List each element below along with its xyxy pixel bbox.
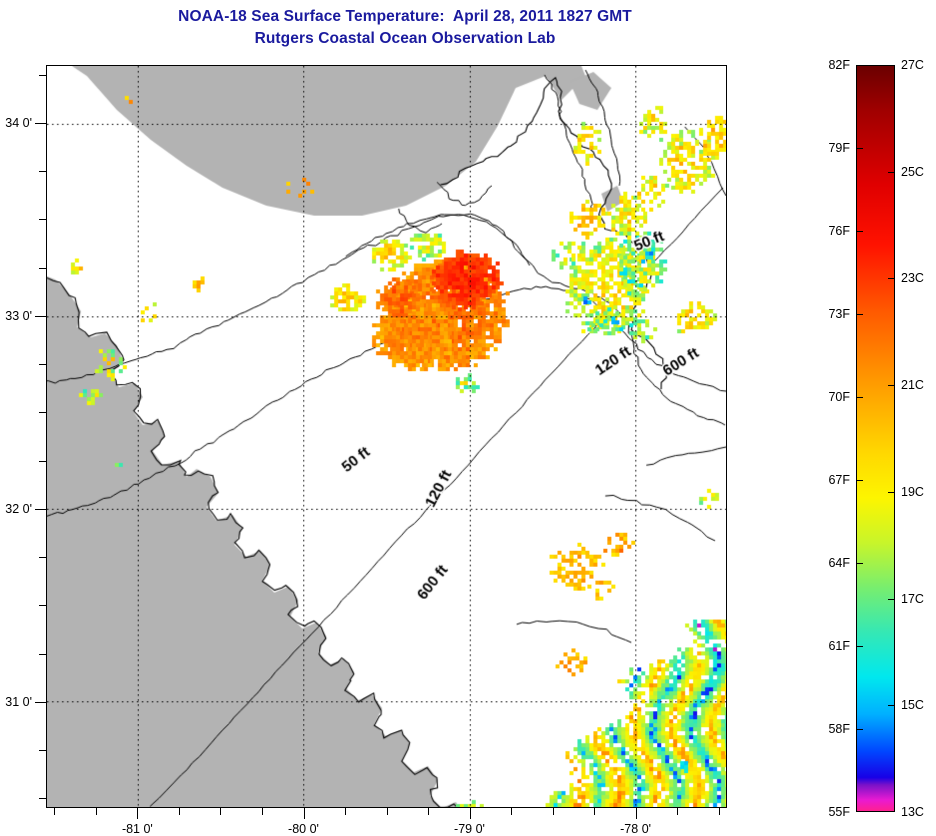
x-axis-tick (303, 808, 305, 819)
y-axis-tick (39, 74, 46, 76)
colorbar-c-tick-6 (888, 705, 894, 707)
y-axis-tick (39, 412, 46, 414)
colorbar-c-tick-2 (888, 278, 894, 280)
sst-map-canvas[interactable] (47, 66, 726, 807)
y-axis-tick (39, 460, 46, 462)
colorbar-c-label-5: 17C (901, 591, 924, 606)
colorbar-f-label-5: 67F (828, 473, 850, 487)
colorbar-c-label-6: 15C (901, 698, 924, 713)
colorbar-f-label-0: 82F (828, 58, 850, 72)
x-axis-tick (261, 808, 263, 815)
x-axis-tick (469, 808, 471, 819)
y-axis-tick (39, 219, 46, 221)
colorbar-c-tick-5 (888, 598, 894, 600)
y-axis-tick (35, 508, 46, 510)
colorbar-c-label-3: 21C (901, 378, 924, 393)
y-axis-tick (35, 315, 46, 317)
colorbar-c-tick-1 (888, 171, 894, 173)
x-axis-tick (718, 808, 720, 815)
x-axis-tick (220, 808, 222, 815)
colorbar-f-tick-4 (857, 397, 863, 398)
x-axis-tick (511, 808, 513, 815)
colorbar-f-label-4: 70F (828, 390, 850, 404)
colorbar-f-label-2: 76F (828, 224, 850, 238)
x-axis-tick (552, 808, 554, 815)
colorbar-c-tick-4 (888, 491, 894, 493)
x-axis-tick (594, 808, 596, 815)
x-axis-label-0: -81 0' (121, 822, 153, 836)
colorbar-f-tick-6 (857, 563, 863, 564)
x-axis-tick (54, 808, 56, 815)
y-axis-label-0: 34 0' (5, 115, 32, 130)
colorbar-gradient (856, 65, 895, 812)
page-subtitle: Rutgers Coastal Ocean Observation Lab (254, 30, 556, 47)
colorbar-c-label-4: 19C (901, 484, 924, 499)
colorbar-c-tick-3 (888, 385, 894, 387)
colorbar-f-label-1: 79F (828, 141, 850, 155)
x-axis-label-1: -80 0' (288, 822, 319, 836)
colorbar-c-label-1: 25C (901, 164, 924, 179)
colorbar-f-label-8: 58F (828, 722, 850, 736)
sst-map-frame[interactable] (46, 65, 727, 808)
colorbar-f-tick-3 (857, 314, 863, 315)
x-axis-tick (677, 808, 679, 815)
y-axis-tick (39, 267, 46, 269)
x-axis-tick (137, 808, 139, 819)
chart-title-block: NOAA-18 Sea Surface Temperature: April 2… (0, 0, 810, 50)
colorbar-f-label-3: 73F (828, 307, 850, 321)
y-axis-tick (39, 557, 46, 559)
y-axis-tick (35, 701, 46, 703)
x-axis-label-2: -79 0' (454, 822, 485, 836)
y-axis-tick (39, 605, 46, 607)
x-axis-tick (428, 808, 429, 815)
y-axis-label-3: 31 0' (5, 694, 32, 709)
y-axis-tick (39, 798, 46, 800)
colorbar-f-tick-2 (857, 231, 863, 232)
colorbar-f-tick-8 (857, 729, 863, 730)
x-axis-tick (635, 808, 637, 819)
temperature-colorbar[interactable] (856, 65, 895, 812)
colorbar-f-label-6: 64F (828, 556, 850, 570)
x-axis-tick (386, 808, 388, 815)
y-axis-label-1: 33 0' (5, 308, 32, 323)
colorbar-c-label-2: 23C (901, 271, 924, 286)
y-axis-tick (35, 122, 46, 124)
x-axis-tick (178, 808, 180, 815)
colorbar-f-tick-7 (857, 646, 863, 647)
y-axis-tick (39, 171, 46, 173)
colorbar-f-tick-1 (857, 148, 863, 149)
colorbar-c-label-7: 13C (901, 805, 924, 819)
colorbar-f-tick-5 (857, 480, 863, 481)
y-axis-tick (39, 653, 46, 655)
colorbar-f-label-7: 61F (828, 639, 850, 653)
x-axis-tick (345, 808, 346, 815)
x-axis-tick (95, 808, 97, 815)
colorbar-f-label-9: 55F (828, 805, 850, 819)
colorbar-c-label-0: 27C (901, 58, 924, 72)
y-axis-tick (39, 364, 46, 366)
x-axis-label-3: -78 0' (620, 822, 652, 836)
page-title: NOAA-18 Sea Surface Temperature: April 2… (178, 8, 632, 25)
y-axis-tick (39, 750, 46, 752)
y-axis-label-2: 32 0' (5, 501, 32, 516)
